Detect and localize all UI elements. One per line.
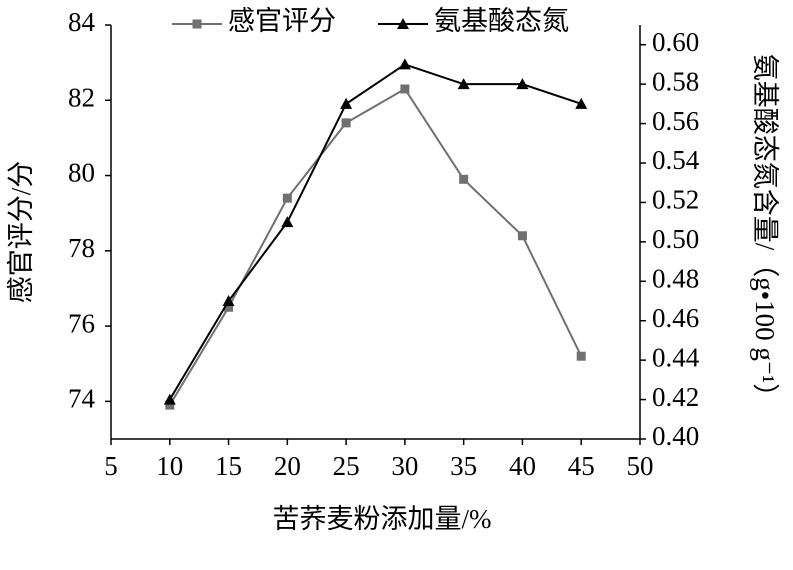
x-tick-label: 50 <box>627 451 654 481</box>
y-tick-label: 74 <box>68 384 96 414</box>
y2-tick-label: 0.42 <box>652 382 699 412</box>
x-tick-label: 20 <box>274 451 301 481</box>
marker <box>224 302 234 312</box>
marker <box>459 174 469 184</box>
y-tick-label: 82 <box>68 82 95 112</box>
marker <box>340 97 353 109</box>
y-tick-label: 80 <box>68 158 95 188</box>
legend-marker <box>397 18 409 29</box>
marker <box>222 295 235 306</box>
x-tick-label: 40 <box>509 451 536 481</box>
x-tick-label: 25 <box>333 451 360 481</box>
marker <box>575 97 588 109</box>
marker <box>457 78 470 90</box>
marker <box>576 351 586 361</box>
legend-label: 氨基酸态氮 <box>434 6 569 36</box>
legend-marker <box>192 19 202 29</box>
marker <box>165 400 175 410</box>
x-tick-label: 15 <box>215 451 242 481</box>
marker <box>163 393 176 405</box>
marker <box>517 231 527 241</box>
y-tick-label: 78 <box>68 233 95 263</box>
marker <box>516 78 529 90</box>
y2-tick-label: 0.50 <box>652 224 699 254</box>
y2-axis-label: 氨基酸态氮含量/（g•100 g⁻¹） <box>750 54 780 411</box>
x-tick-label: 30 <box>391 451 418 481</box>
marker <box>398 58 411 70</box>
y2-tick-label: 0.52 <box>652 185 699 215</box>
x-tick-label: 35 <box>450 451 477 481</box>
y2-tick-label: 0.58 <box>652 66 699 96</box>
y2-tick-label: 0.44 <box>652 342 700 372</box>
marker <box>282 193 292 203</box>
marker <box>341 118 351 128</box>
y-tick-label: 84 <box>68 7 96 37</box>
y-axis-label: 感官评分/分 <box>6 161 36 304</box>
x-tick-label: 45 <box>568 451 595 481</box>
y2-tick-label: 0.60 <box>652 27 699 57</box>
y2-tick-label: 0.40 <box>652 421 699 451</box>
x-axis-label: 苦荞麦粉添加量/% <box>273 504 492 534</box>
x-tick-label: 5 <box>104 451 118 481</box>
y2-tick-label: 0.56 <box>652 106 699 136</box>
y2-tick-label: 0.48 <box>652 263 699 293</box>
y-tick-label: 76 <box>68 308 95 338</box>
legend-label: 感官评分 <box>228 6 336 36</box>
series-line <box>168 63 582 401</box>
series-line <box>168 87 583 406</box>
x-tick-label: 10 <box>156 451 183 481</box>
y2-tick-label: 0.54 <box>652 145 700 175</box>
y2-tick-label: 0.46 <box>652 303 699 333</box>
marker <box>400 84 410 94</box>
marker <box>281 216 294 228</box>
